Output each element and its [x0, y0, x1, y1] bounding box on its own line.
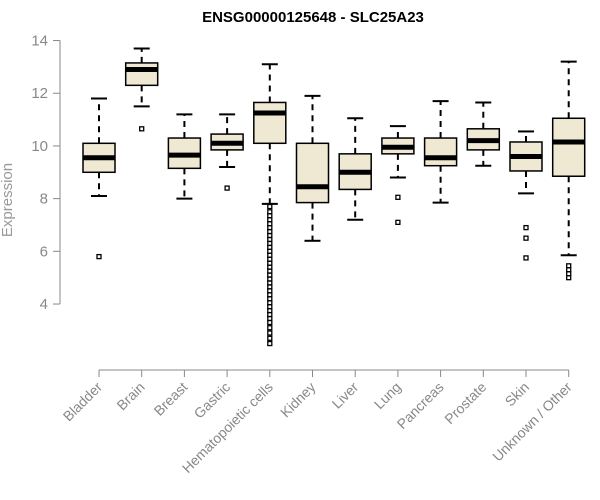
- x-tick-label: Prostate: [441, 379, 489, 427]
- outlier-point: [267, 203, 273, 210]
- iqr-box: [253, 101, 287, 145]
- y-tick-label: 4: [40, 296, 48, 313]
- outlier-point: [96, 253, 102, 260]
- outlier-point: [395, 219, 401, 225]
- y-axis: 4 6 8 10 12 14: [31, 33, 61, 313]
- x-tick-label: Bladder: [60, 379, 106, 425]
- outlier-point: [267, 340, 273, 347]
- box-lung: [381, 125, 415, 225]
- box-hematopoietic-cells: [253, 63, 287, 347]
- outlier-point: [267, 330, 273, 336]
- outlier-point: [395, 194, 401, 200]
- iqr-box: [124, 62, 159, 87]
- box-bladder: [82, 97, 116, 260]
- box-prostate: [466, 101, 501, 167]
- x-tick-label: Liver: [329, 379, 362, 412]
- x-tick-label: Lung: [371, 379, 404, 412]
- outlier-point: [267, 325, 273, 331]
- x-tick-label: Breast: [151, 379, 191, 419]
- outlier-point: [566, 275, 572, 281]
- outlier-point: [224, 185, 230, 191]
- boxes: [82, 47, 586, 347]
- x-tick-label: Pancreas: [394, 379, 447, 432]
- y-tick-label: 8: [40, 191, 48, 208]
- y-tick-label: 14: [31, 33, 48, 50]
- box-unknown-other: [551, 60, 586, 281]
- box-brain: [124, 47, 159, 132]
- x-tick-label: Gastric: [191, 379, 234, 422]
- outlier-point: [523, 255, 529, 261]
- outlier-point: [523, 224, 529, 231]
- outlier-point: [267, 335, 273, 341]
- x-tick-label: Skin: [502, 379, 533, 410]
- iqr-box: [551, 117, 586, 177]
- y-tick-label: 10: [31, 138, 48, 155]
- x-tick-label: Unknown / Other: [489, 379, 575, 465]
- y-axis-title: Expression: [0, 163, 16, 237]
- y-tick-label: 12: [31, 85, 48, 102]
- outlier-point: [139, 126, 145, 132]
- iqr-box: [295, 142, 330, 204]
- y-tick-label: 6: [40, 243, 48, 260]
- box-kidney: [295, 94, 330, 242]
- box-skin: [509, 130, 543, 261]
- outlier-point: [267, 319, 273, 326]
- chart-title: ENSG00000125648 - SLC25A23: [202, 9, 424, 26]
- box-breast: [167, 113, 202, 200]
- box-gastric: [210, 113, 244, 191]
- iqr-box: [423, 137, 458, 167]
- box-pancreas: [423, 100, 458, 204]
- x-tick-label: Brain: [113, 379, 147, 413]
- x-tick-label: Kidney: [277, 379, 319, 421]
- box-liver: [338, 117, 372, 221]
- outlier-point: [523, 235, 529, 241]
